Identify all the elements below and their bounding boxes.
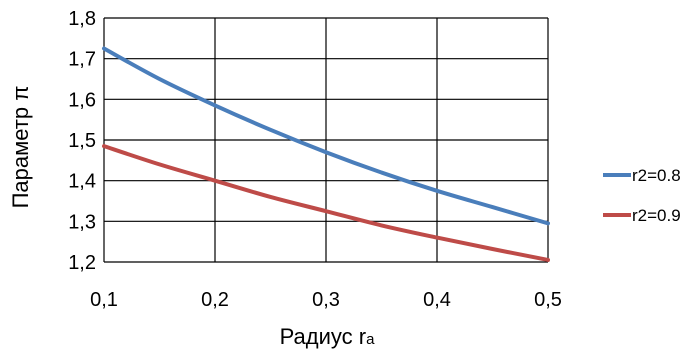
grid [103,17,549,263]
series-lines [102,46,550,262]
y-axis-title: Параметр π [8,86,33,209]
y-tick-label: 1,6 [68,89,96,111]
x-axis-title-main: Радиус r [280,324,367,349]
y-tick-label: 1,8 [68,8,96,30]
y-axis-ticks: 1,2 1,3 1,4 1,5 1,6 1,7 1,8 [68,8,96,274]
series-line-2 [102,144,550,262]
y-tick-label: 1,2 [68,252,96,274]
x-tick-label: 0,5 [534,289,562,311]
x-axis-title-subscript: a [366,331,375,348]
legend: r2=0.8 r2=0.9 [603,166,681,225]
x-tick-label: 0,3 [312,289,340,311]
y-tick-label: 1,4 [68,171,96,193]
y-tick-label: 1,3 [68,211,96,233]
x-tick-label: 0,2 [201,289,229,311]
x-tick-label: 0,1 [90,289,118,311]
x-axis-title: Радиус ra [280,324,376,349]
legend-label-1: r2=0.8 [632,166,681,185]
y-tick-label: 1,5 [68,130,96,152]
x-axis-ticks: 0,1 0,2 0,3 0,4 0,5 [90,289,562,311]
x-tick-label: 0,4 [423,289,451,311]
y-tick-label: 1,7 [68,49,96,71]
series-line-1 [102,46,550,226]
legend-label-2: r2=0.9 [632,206,681,225]
